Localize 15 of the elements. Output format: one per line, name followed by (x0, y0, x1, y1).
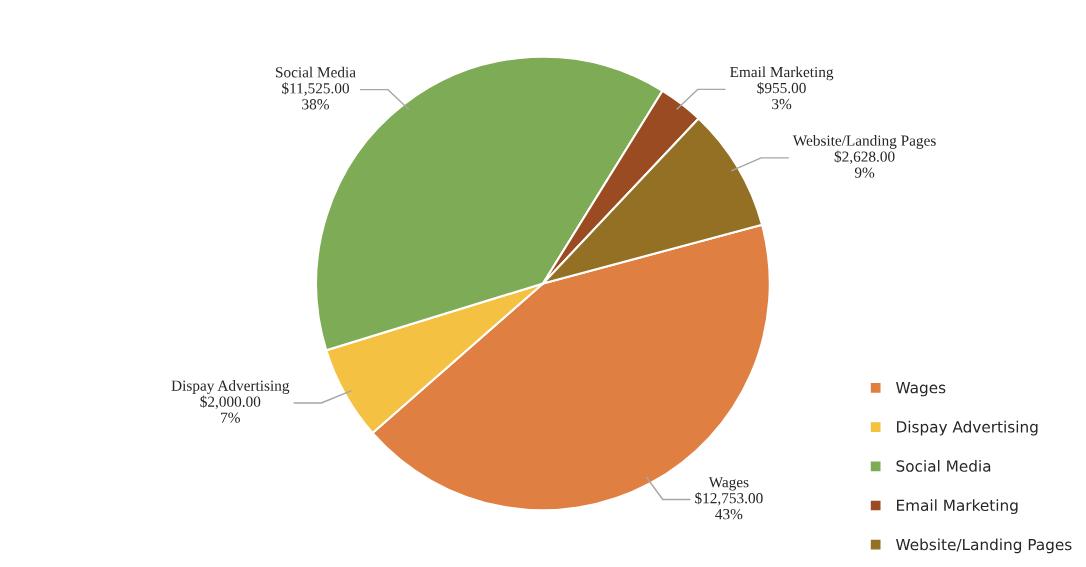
legend-label: Dispay Advertising (897, 420, 1038, 436)
data-label: $955.00 3% (757, 81, 806, 110)
legend-label: Wages (896, 382, 946, 397)
slice-label: Wages (708, 477, 749, 491)
data-label: $2,628.00 9% (834, 150, 895, 178)
slice-label: Dispay Advertising (171, 380, 290, 394)
data-label: $11,525.00 38% (282, 82, 350, 110)
legend-label: Email Marketing (897, 499, 1018, 515)
slice-label: Email Marketing (730, 66, 834, 81)
slice-label: Social Media (276, 66, 356, 78)
data-label: $2,000.00 7% (200, 395, 261, 423)
legend-label: Social Media (896, 460, 991, 472)
slice-label: Website/Landing Pages (792, 135, 936, 149)
legend-label: Website/Landing Pages (896, 538, 1072, 554)
data-label: $12,753.00 43% (695, 492, 763, 520)
